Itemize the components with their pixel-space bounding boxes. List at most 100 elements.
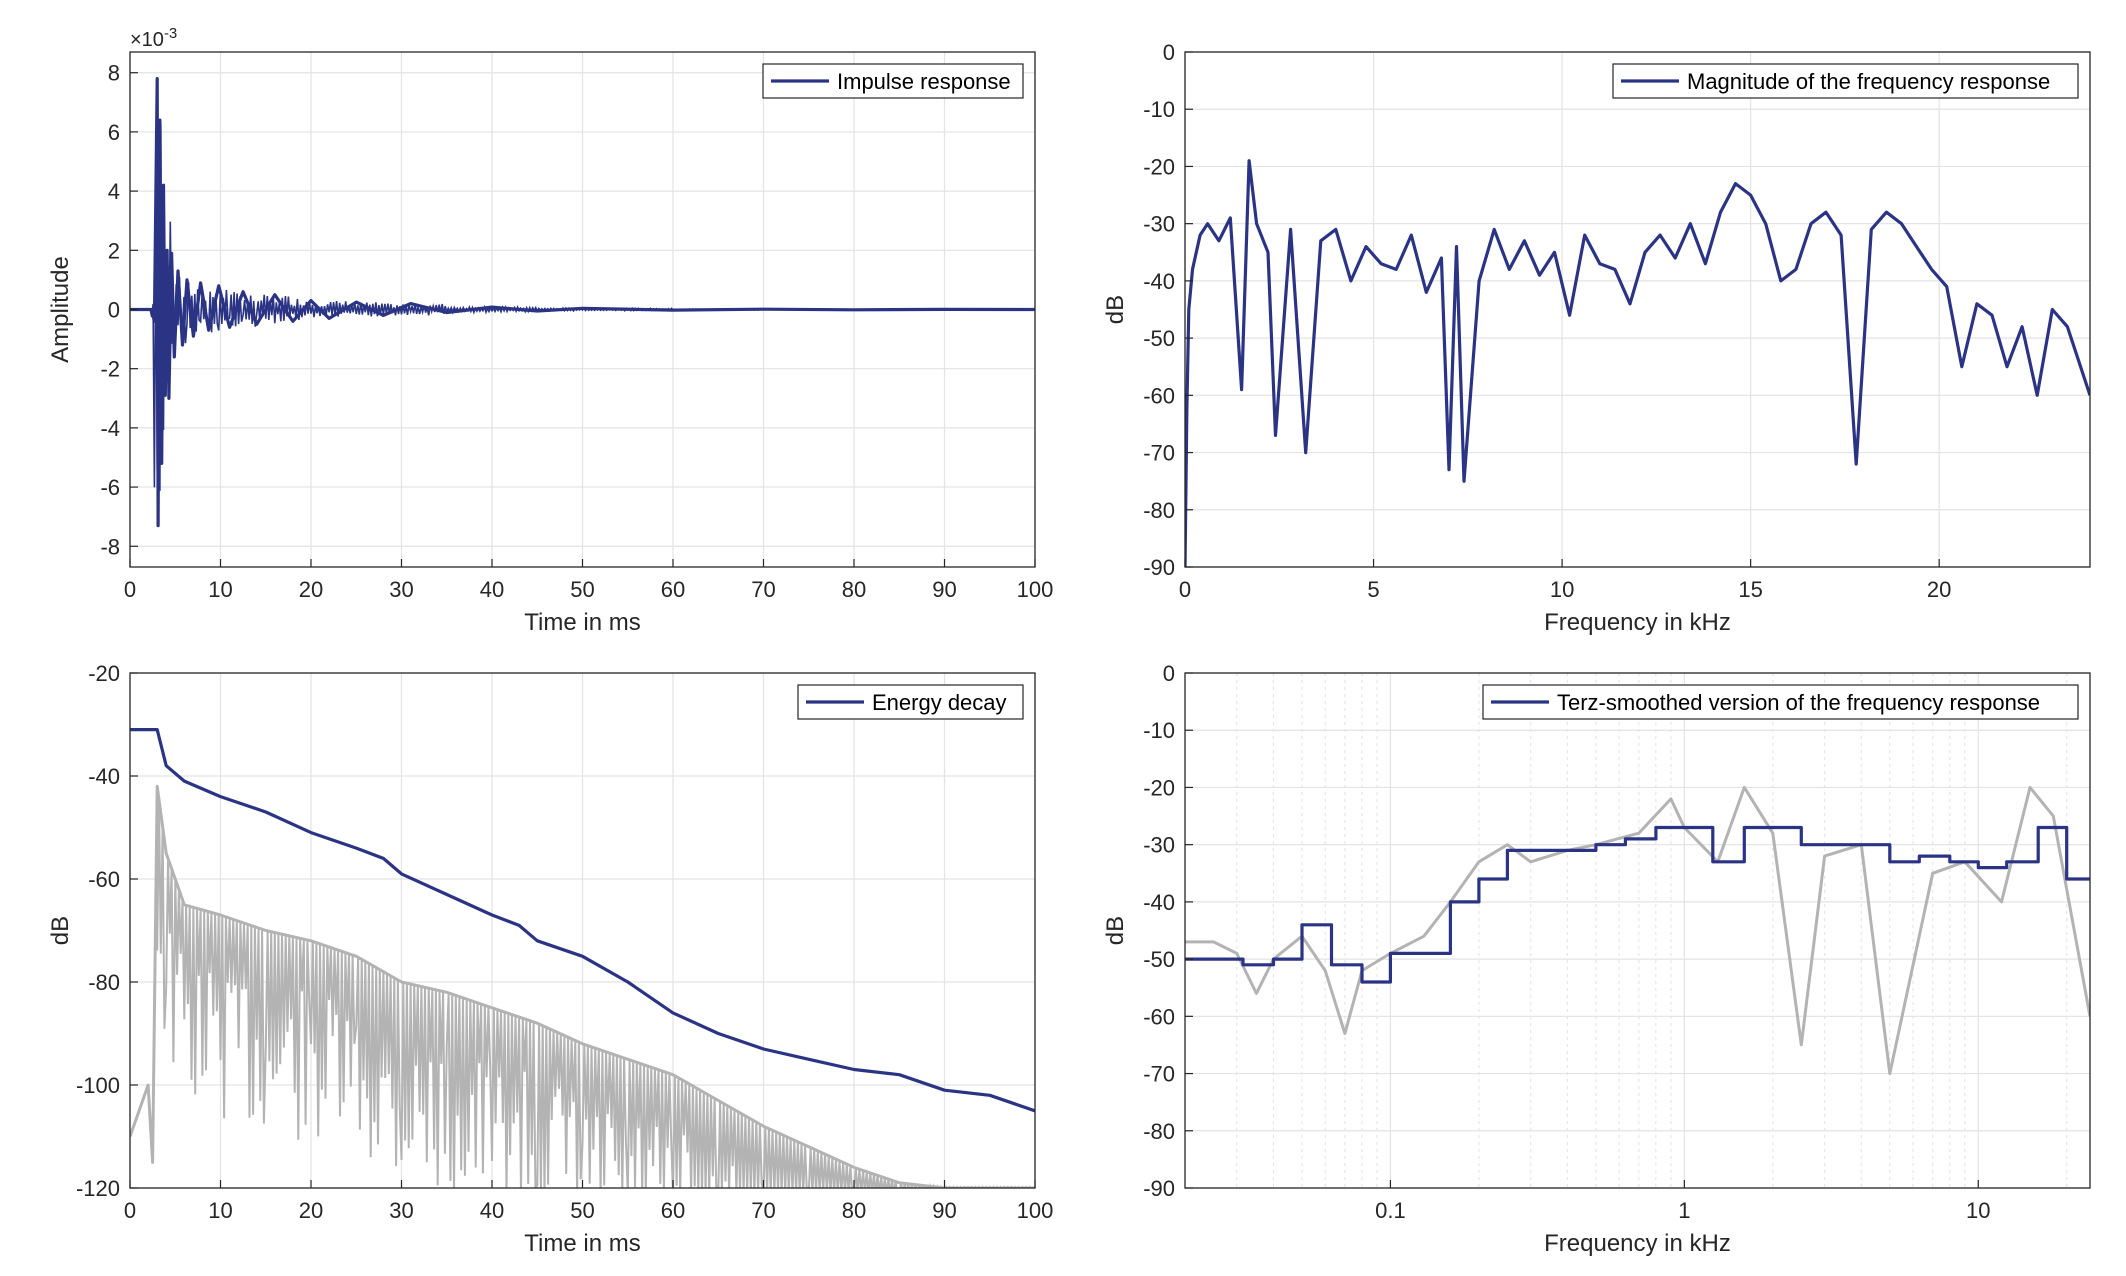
- impulse-x-axis-label: Time in ms: [524, 609, 640, 636]
- y-tick-label: 4: [108, 179, 120, 204]
- impulse-oscillation: [130, 124, 1034, 491]
- magnitude-panel: 0 5 10 15 20 0 -10 -20 -30 -40 -50 -60 -70 -80 -90 Fre…: [1102, 40, 2091, 636]
- x-tick-label: 90: [932, 1198, 956, 1223]
- terz-axes-frame: [1184, 672, 2091, 1189]
- x-tick-label: 40: [480, 577, 504, 602]
- energy-plot-area: [130, 728, 1035, 1188]
- x-tick-label: 20: [299, 577, 323, 602]
- x-tick-label: 70: [751, 577, 775, 602]
- magnitude-x-axis-label: Frequency in kHz: [1544, 609, 1731, 636]
- impulse-y-exponent-power: -3: [164, 25, 177, 42]
- y-tick-label: -60: [88, 867, 120, 892]
- y-tick-label: -10: [1143, 97, 1175, 122]
- y-tick-label: -90: [1143, 1176, 1175, 1201]
- y-tick-label: 0: [1163, 661, 1175, 686]
- impulse-legend: Impulse response: [762, 63, 1024, 99]
- impulse-y-axis-label: Amplitude: [47, 256, 74, 363]
- series-line-main: [1185, 159, 2090, 567]
- x-tick-label: 80: [842, 577, 866, 602]
- y-tick-label: 2: [108, 238, 120, 263]
- y-tick-label: -50: [1143, 947, 1175, 972]
- impulse-legend-label: Impulse response: [837, 69, 1011, 94]
- y-tick-label: -30: [1143, 833, 1175, 858]
- y-tick-label: -80: [1143, 498, 1175, 523]
- x-tick-label: 15: [1738, 577, 1762, 602]
- terz-smoothed-panel: 0.1 1 10 0 -10 -20 -30 -40 -50 -60 -70 -80 -90 Frequ…: [1102, 661, 2091, 1257]
- terz-ticks: 0.1 1 10 0 -10 -20 -30 -40 -50 -60 -70 -80 -90: [1143, 661, 1990, 1223]
- y-tick-label: -2: [100, 357, 120, 382]
- energy-histogram-texture: [156, 799, 1034, 1188]
- x-tick-label: 10: [208, 577, 232, 602]
- y-tick-label: -70: [1143, 441, 1175, 466]
- x-tick-label: 0: [124, 577, 136, 602]
- y-tick-label: -70: [1143, 1062, 1175, 1087]
- y-tick-label: -80: [88, 970, 120, 995]
- y-tick-label: -6: [100, 475, 120, 500]
- y-tick-label: -20: [1143, 775, 1175, 800]
- y-tick-label: -80: [1143, 1119, 1175, 1144]
- y-tick-label: -120: [76, 1176, 120, 1201]
- y-tick-label: -4: [100, 416, 120, 441]
- x-tick-label: 20: [299, 1198, 323, 1223]
- y-tick-label: 0: [1163, 40, 1175, 65]
- magnitude-legend-box: [1612, 63, 2079, 99]
- x-tick-label: 80: [842, 1198, 866, 1223]
- magnitude-axes-frame: [1184, 51, 2091, 568]
- x-tick-label: 40: [480, 1198, 504, 1223]
- x-tick-label: 30: [389, 1198, 413, 1223]
- impulse-y-exponent-base: ×10: [130, 29, 164, 51]
- terz-y-axis-label: dB: [1102, 916, 1129, 945]
- x-tick-label: 0: [1179, 577, 1191, 602]
- x-tick-label: 5: [1367, 577, 1379, 602]
- x-tick-label: 60: [661, 1198, 685, 1223]
- magnitude-ticks: 0 5 10 15 20 0 -10 -20 -30 -40 -50 -60 -70 -80 -90: [1143, 40, 1951, 602]
- energy-legend-label: Energy decay: [872, 690, 1007, 715]
- x-tick-label: 0.1: [1375, 1198, 1406, 1223]
- energy-x-axis-label: Time in ms: [524, 1230, 640, 1257]
- x-tick-label: 10: [1966, 1198, 1990, 1223]
- y-tick-label: -20: [88, 661, 120, 686]
- y-tick-label: -10: [1143, 718, 1175, 743]
- y-tick-label: 6: [108, 120, 120, 145]
- terz-grid: [1185, 672, 2090, 1189]
- series-line-main: [130, 728, 1035, 1113]
- y-tick-label: -60: [1143, 1004, 1175, 1029]
- x-tick-label: 30: [389, 577, 413, 602]
- y-tick-label: -40: [1143, 269, 1175, 294]
- x-tick-label: 10: [1550, 577, 1574, 602]
- y-tick-label: -100: [76, 1073, 120, 1098]
- series-line-gray: [1185, 785, 2090, 1076]
- y-tick-label: -90: [1143, 555, 1175, 580]
- series-line-gray: [130, 784, 1035, 1188]
- x-tick-label: 20: [1927, 577, 1951, 602]
- magnitude-plot-area: [1185, 159, 2090, 567]
- energy-ticks: 0 10 20 30 40 50 60 70 80 90 100 -20 -40 -60 -80 -100 -1…: [76, 661, 1053, 1223]
- y-tick-label: -8: [100, 534, 120, 559]
- energy-decay-panel: 0 10 20 30 40 50 60 70 80 90 100 -20 -40 -60 -80 -100 -1…: [47, 661, 1053, 1257]
- impulse-plot-area: [130, 77, 1035, 528]
- x-tick-label: 10: [208, 1198, 232, 1223]
- energy-y-axis-label: dB: [47, 916, 74, 945]
- y-tick-label: 0: [108, 298, 120, 323]
- energy-legend: Energy decay: [797, 684, 1024, 720]
- y-tick-label: -40: [1143, 890, 1175, 915]
- magnitude-legend-label: Magnitude of the frequency response: [1687, 69, 2050, 94]
- magnitude-grid: [1184, 51, 2090, 568]
- terz-legend-box: [1482, 684, 2079, 720]
- x-tick-label: 50: [570, 577, 594, 602]
- y-tick-label: -40: [88, 764, 120, 789]
- terz-legend-label: Terz-smoothed version of the frequency r…: [1557, 690, 2040, 715]
- x-tick-label: 70: [751, 1198, 775, 1223]
- y-tick-label: 8: [108, 61, 120, 86]
- y-tick-label: -30: [1143, 212, 1175, 237]
- terz-x-axis-label: Frequency in kHz: [1544, 1230, 1731, 1257]
- x-tick-label: 60: [661, 577, 685, 602]
- magnitude-legend: Magnitude of the frequency response: [1612, 63, 2079, 99]
- x-tick-label: 50: [570, 1198, 594, 1223]
- magnitude-y-axis-label: dB: [1102, 295, 1129, 324]
- terz-plot-area: [1185, 785, 2090, 1076]
- x-tick-label: 100: [1017, 1198, 1054, 1223]
- impulse-y-exponent: ×10-3: [130, 25, 177, 51]
